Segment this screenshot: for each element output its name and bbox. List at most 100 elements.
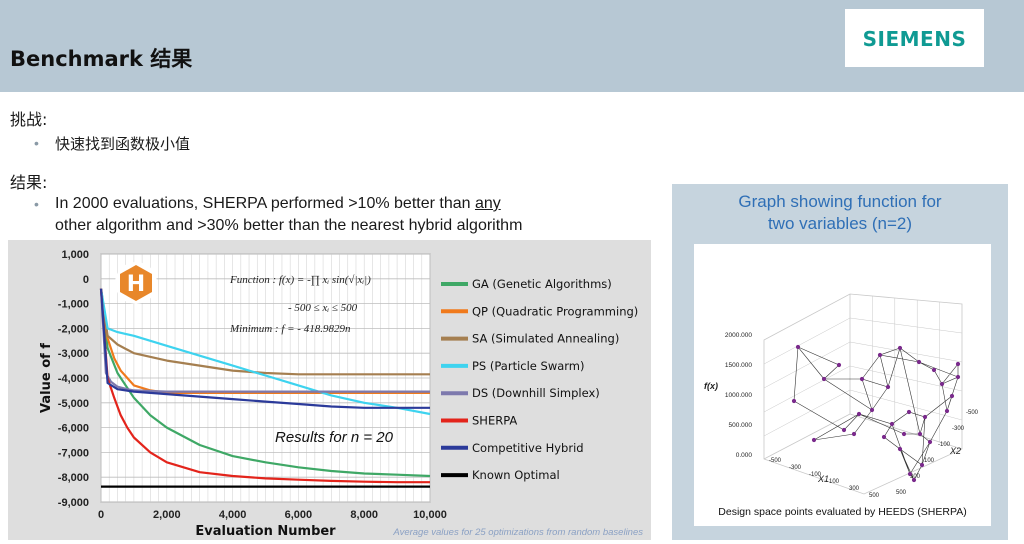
x1-tick-label: 500 (869, 493, 880, 499)
y-axis-label: Value of f (39, 343, 54, 413)
function-annotation: Function : f(x) = -∏ xᵢ sin(√|xᵢ|) (229, 274, 371, 286)
x-tick-label: 0 (98, 509, 104, 521)
series-line (99, 288, 430, 409)
design-point (821, 376, 827, 382)
x2-tick-label: -500 (966, 410, 979, 416)
design-point (856, 411, 862, 417)
design-point (917, 431, 923, 437)
y-tick-label: -2,000 (58, 323, 89, 335)
grid-line (849, 317, 963, 334)
y-tick-label: -1,000 (58, 299, 89, 311)
series-line (99, 288, 430, 376)
design-point (906, 409, 912, 415)
logo-text: SIEMENS (862, 27, 967, 51)
challenge-heading: 挑战: (10, 110, 48, 129)
design-point (901, 431, 907, 437)
design-point (877, 352, 883, 358)
z-axis-label: f(x) (704, 381, 718, 391)
x2-tick-label: 500 (896, 490, 907, 496)
legend-label: SHERPA (472, 414, 517, 428)
design-point (889, 421, 895, 427)
design-point (911, 477, 917, 483)
legend-label: Known Optimal (472, 468, 560, 482)
grid-line (849, 365, 963, 392)
result-bullet-part-b: other algorithm and >30% better than the… (55, 217, 523, 234)
result-bullet-any: any (474, 195, 501, 212)
y-tick-label: -7,000 (58, 447, 89, 459)
design-point (791, 398, 797, 404)
header-bar: Benchmark 结果 SIEMENS (0, 0, 1024, 92)
y-tick-label: -3,000 (58, 348, 89, 360)
design-point (939, 381, 945, 387)
bounds-annotation: - 500 ≤ xᵢ ≤ 500 (288, 302, 358, 314)
x-tick-label: 2,000 (153, 509, 181, 521)
design-point (897, 446, 903, 452)
design-point (836, 362, 842, 368)
chart-footnote: Average values for 25 optimizations from… (392, 527, 643, 538)
x2-tick-label: -100 (938, 442, 951, 448)
design-point (931, 367, 937, 373)
function-graph-title-line1: Graph showing function for (738, 192, 942, 211)
legend-label: GA (Genetic Algorithms) (472, 277, 612, 291)
design-point (907, 471, 913, 477)
design-point (851, 431, 857, 437)
design-point (885, 384, 891, 390)
x1-tick-label: -300 (789, 465, 802, 471)
design-point (949, 393, 955, 399)
grid-line (763, 365, 851, 413)
legend-label: PS (Particle Swarm) (472, 359, 585, 373)
result-heading: 结果: (10, 173, 48, 192)
page-title: Benchmark 结果 (10, 47, 193, 71)
grid-line (849, 389, 963, 421)
x1-tick-label: -500 (769, 458, 782, 464)
x2-axis-label: X2 (949, 446, 961, 456)
z-tick-label: 2000.000 (725, 332, 752, 339)
function-surface-plot: 2000.000 1500.000 1000.000 500.000 0.000 f(x)… (694, 244, 991, 526)
function-graph-caption: Design space points evaluated by HEEDS (… (718, 506, 967, 518)
design-point (955, 361, 961, 367)
plot-box-edge (763, 413, 851, 460)
x1-axis-label: X1 (817, 474, 829, 484)
y-tick-label: -6,000 (58, 423, 89, 435)
grid-line (849, 341, 963, 363)
x1-tick-label: -100 (809, 472, 822, 478)
design-point (922, 414, 928, 420)
x-tick-label: 8,000 (350, 509, 378, 521)
grid-line (763, 317, 851, 365)
design-point (916, 359, 922, 365)
legend-label: Competitive Hybrid (472, 441, 584, 455)
x1-tick-label: 300 (849, 486, 860, 492)
z-tick-label: 1500.000 (725, 362, 752, 369)
results-annotation: Results for n = 20 (275, 429, 394, 446)
x2-tick-label: 100 (924, 458, 935, 464)
siemens-logo: SIEMENS (845, 9, 984, 67)
plot-box (763, 293, 963, 495)
benchmark-chart-svg: 1,000 0 -1,000 -2,000 -3,000 -4,000 -5,000 -6,0… (39, 249, 643, 539)
bullet-dot-icon: • (34, 135, 39, 151)
x-tick-label: 6,000 (285, 509, 313, 521)
plot-box-edge (849, 413, 963, 450)
x-tick-label: 4,000 (219, 509, 247, 521)
y-tick-label: -4,000 (58, 373, 89, 385)
y-tick-label: -5,000 (58, 398, 89, 410)
design-point (859, 376, 865, 382)
x-tick-label: 10,000 (413, 509, 447, 521)
grid-line (763, 389, 851, 437)
heeds-logo-icon: H (115, 262, 157, 304)
design-point (811, 437, 817, 443)
function-surface-svg: 2000.000 1500.000 1000.000 500.000 0.000 f(x)… (704, 293, 979, 499)
design-point (927, 439, 933, 445)
series-line (99, 288, 431, 416)
x1-tick-label: 100 (829, 479, 840, 485)
svg-text:H: H (127, 272, 145, 297)
z-tick-label: 500.000 (729, 422, 753, 429)
legend-label: QP (Quadratic Programming) (472, 304, 638, 318)
y-tick-label: -8,000 (58, 472, 89, 484)
design-point (897, 345, 903, 351)
y-tick-label: 0 (83, 274, 89, 286)
z-tick-label: 1000.000 (725, 392, 752, 399)
y-tick-label: -9,000 (58, 497, 89, 509)
legend-label: SA (Simulated Annealing) (472, 332, 619, 346)
series-line (99, 288, 430, 484)
z-tick-label: 0.000 (736, 452, 753, 459)
